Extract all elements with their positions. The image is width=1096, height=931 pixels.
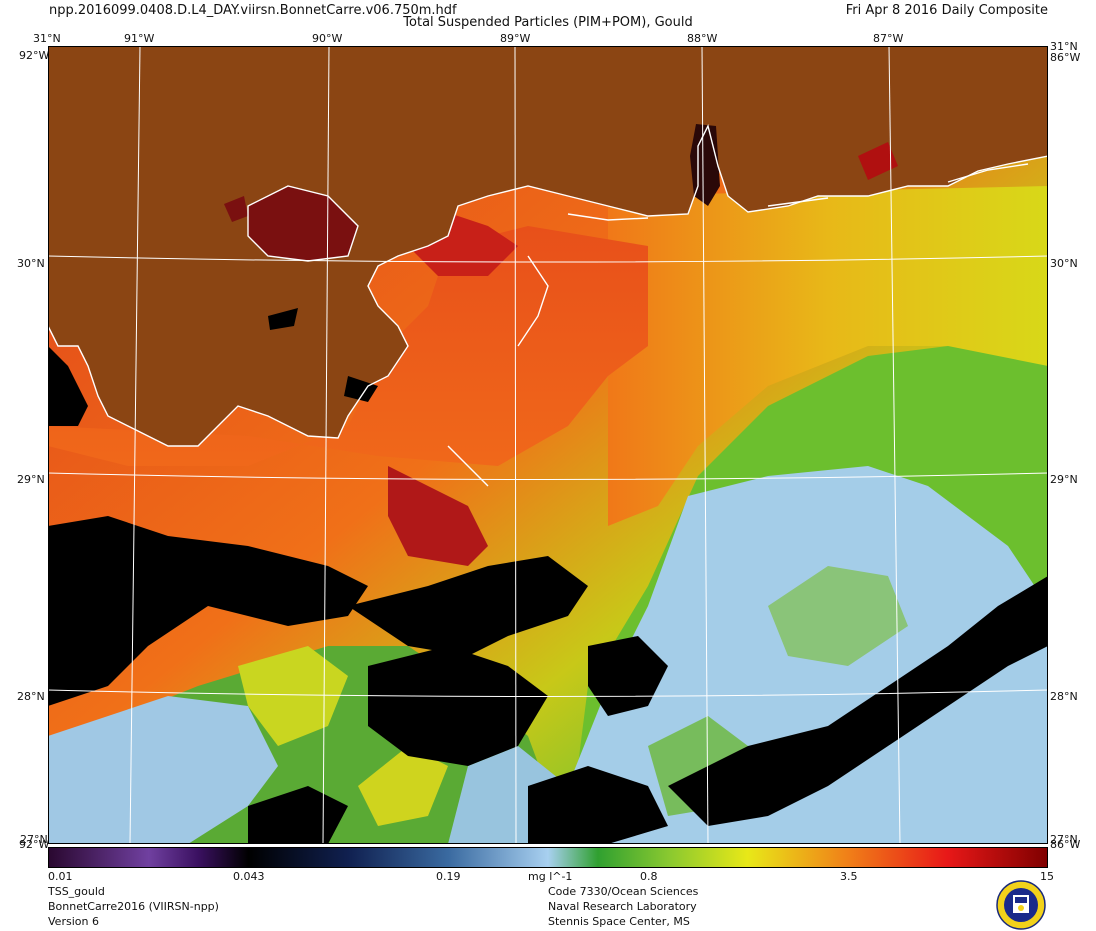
plume-darkred bbox=[388, 466, 488, 566]
project-name: BonnetCarre2016 (VIIRSN-npp) bbox=[48, 900, 219, 913]
map-title: Total Suspended Particles (PIM+POM), Gou… bbox=[403, 15, 693, 30]
plume-red bbox=[48, 226, 648, 466]
version-label: Version 6 bbox=[48, 915, 99, 928]
cloud-mask-far-west bbox=[48, 346, 88, 426]
cloud-mask-center-2 bbox=[368, 646, 548, 766]
cloud-mask-west bbox=[48, 516, 368, 706]
land-mass bbox=[48, 46, 1048, 446]
graticule bbox=[48, 46, 1048, 844]
corner-bottom-left-lat-label: 27°N bbox=[20, 833, 48, 846]
lake-pontchartrain bbox=[248, 186, 358, 261]
lat-label-29n-left: 29°N bbox=[17, 473, 45, 486]
colorbar-label-min: 0.01 bbox=[48, 870, 73, 883]
corner-bottom-right-lon-label: 86°W bbox=[1050, 838, 1081, 851]
yellow-eddy bbox=[238, 646, 348, 746]
colorbar-label-3: 0.19 bbox=[436, 870, 461, 883]
colorbar-label-max: 15 bbox=[1040, 870, 1054, 883]
lake-maurepas bbox=[224, 196, 248, 222]
corner-bottom-right-lat-label: 27°N bbox=[1050, 833, 1078, 846]
corner-top-left-lat-label: 31°N bbox=[33, 32, 61, 45]
org-code: Code 7330/Ocean Sciences bbox=[548, 885, 699, 898]
clear-water-west bbox=[48, 696, 278, 844]
corner-top-right-lat-label: 31°N bbox=[1050, 40, 1078, 53]
lat-label-28n-right: 28°N bbox=[1050, 690, 1078, 703]
lon-label-91w-top: 91°W bbox=[124, 32, 155, 45]
inland-water-2 bbox=[344, 376, 378, 402]
org-name: Naval Research Laboratory bbox=[548, 900, 697, 913]
lon-label-89w-top: 89°W bbox=[500, 32, 531, 45]
lat-label-29n-right: 29°N bbox=[1050, 473, 1078, 486]
filename-label: npp.2016099.0408.D.L4_DAY.viirsn.BonnetC… bbox=[49, 3, 457, 18]
colorbar-units: mg l^-1 bbox=[528, 870, 573, 883]
lon-label-87w-top: 87°W bbox=[873, 32, 904, 45]
product-name: TSS_gould bbox=[48, 885, 105, 898]
lat-label-28n-left: 28°N bbox=[17, 690, 45, 703]
corner-top-left-lon-label: 92°W bbox=[19, 49, 50, 62]
cloud-mask-east bbox=[668, 576, 1048, 826]
cloud-mask-south-2 bbox=[528, 766, 668, 844]
nrl-seal-logo bbox=[996, 880, 1046, 930]
lat-label-30n-right: 30°N bbox=[1050, 257, 1078, 270]
corner-bottom-left-lon-label: 92°W bbox=[19, 838, 50, 851]
cloud-mask-center bbox=[348, 556, 588, 656]
yellow-eddy-2 bbox=[358, 746, 448, 826]
lon-label-90w-top: 90°W bbox=[312, 32, 343, 45]
inland-water-1 bbox=[268, 308, 298, 330]
lat-label-30n-left: 30°N bbox=[17, 257, 45, 270]
shelf-band-east bbox=[608, 186, 1048, 526]
lon-label-88w-top: 88°W bbox=[687, 32, 718, 45]
pensacola-bay bbox=[858, 142, 898, 180]
colorbar-label-5: 3.5 bbox=[840, 870, 858, 883]
org-place: Stennis Space Center, MS bbox=[548, 915, 690, 928]
colorbar-label-4: 0.8 bbox=[640, 870, 658, 883]
colorbar-label-2: 0.043 bbox=[233, 870, 265, 883]
date-label: Fri Apr 8 2016 Daily Composite bbox=[845, 3, 1048, 18]
tss-map bbox=[48, 46, 1048, 844]
green-inner-patch bbox=[768, 566, 908, 666]
colorbar bbox=[48, 847, 1048, 868]
corner-top-right-lon-label: 86°W bbox=[1050, 51, 1081, 64]
